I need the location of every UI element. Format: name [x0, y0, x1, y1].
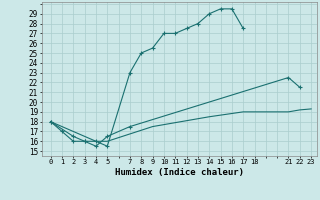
X-axis label: Humidex (Indice chaleur): Humidex (Indice chaleur) [115, 168, 244, 177]
